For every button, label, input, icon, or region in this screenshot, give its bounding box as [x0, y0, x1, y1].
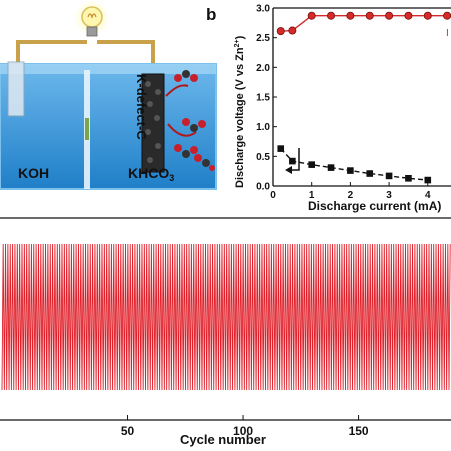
data-point: [404, 11, 413, 20]
wire-left: [16, 40, 87, 62]
data-point: [423, 11, 432, 20]
co2-molecule-icon: [174, 70, 215, 171]
panel-c-axes: 50 100 150: [0, 415, 451, 438]
x-tick-label: 4: [425, 190, 431, 201]
khco3-label: KHCO3: [128, 165, 174, 183]
data-point: [327, 11, 336, 20]
panel-c-marks: [1, 243, 451, 391]
data-point: [443, 11, 451, 20]
panel-b-chart: b Discharge voltage (V vs Zn2+) Discharg…: [206, 4, 451, 213]
panel-c-chart: 50 100 150 Cycle number: [0, 243, 451, 447]
data-point: [308, 161, 315, 168]
data-point: [347, 167, 354, 174]
data-point: [289, 157, 296, 165]
data-point: [327, 164, 335, 171]
panel-b-letter: b: [206, 5, 216, 24]
y-tick-label: 0.0: [256, 182, 270, 193]
light-bulb-icon: [74, 0, 110, 37]
y-tick-label: 0.5: [256, 152, 270, 163]
y-axis-title: Discharge voltage (V vs Zn2+): [234, 35, 246, 188]
data-point: [385, 172, 393, 180]
c-x-tick-label: 100: [233, 424, 253, 438]
data-point: [405, 174, 412, 182]
tank-top-rim: [0, 64, 216, 74]
x-tick-label: 1: [309, 190, 315, 201]
anode-electrode: [7, 61, 25, 117]
panel-b-marks: [276, 11, 451, 184]
right-axis-stub: I: [446, 28, 449, 39]
data-point: [365, 11, 374, 20]
data-point: [277, 145, 285, 152]
reaction-arrow-out: [165, 84, 189, 97]
electrode-texture: [145, 81, 161, 163]
data-point: [276, 27, 285, 36]
cycling-voltage-trace: [1, 243, 451, 391]
membrane-window: [85, 118, 89, 140]
series-line-0: [280, 15, 448, 32]
y-tick-label: 2.0: [256, 63, 270, 74]
data-point: [288, 26, 297, 35]
data-point: [307, 11, 316, 20]
koh-label: KOH: [18, 165, 49, 181]
x-tick-label: 3: [386, 190, 392, 201]
electrode-label: K-defect-C: [134, 74, 149, 140]
y-tick-label: 2.5: [256, 33, 270, 44]
x-axis-title: Discharge current (mA): [308, 199, 441, 213]
y-tick-label: 1.5: [256, 93, 270, 104]
axis-indicator-arrow: [285, 148, 300, 174]
reaction-arrow-in: [167, 123, 197, 137]
x-tick-label: 0: [270, 190, 276, 201]
electrolyzer-tank: [0, 63, 217, 190]
panel-a-schematic: KOH KHCO3 K-defect-C: [0, 0, 217, 190]
c-x-tick-label: 50: [121, 424, 135, 438]
x-tick-label: 2: [348, 190, 354, 201]
panel-c-x-axis-title: Cycle number: [180, 432, 266, 447]
y-tick-label: 1.0: [256, 122, 270, 133]
panel-b-axes: 0.0 0.5 1.0 1.5 2.0 2.5 3.0 0 1 2 3 4: [256, 4, 451, 201]
y-tick-label: 3.0: [256, 4, 270, 15]
data-point: [424, 176, 432, 184]
data-point: [366, 170, 374, 177]
c-x-tick-label: 150: [349, 424, 369, 438]
data-point: [346, 11, 355, 20]
data-point: [385, 11, 394, 20]
